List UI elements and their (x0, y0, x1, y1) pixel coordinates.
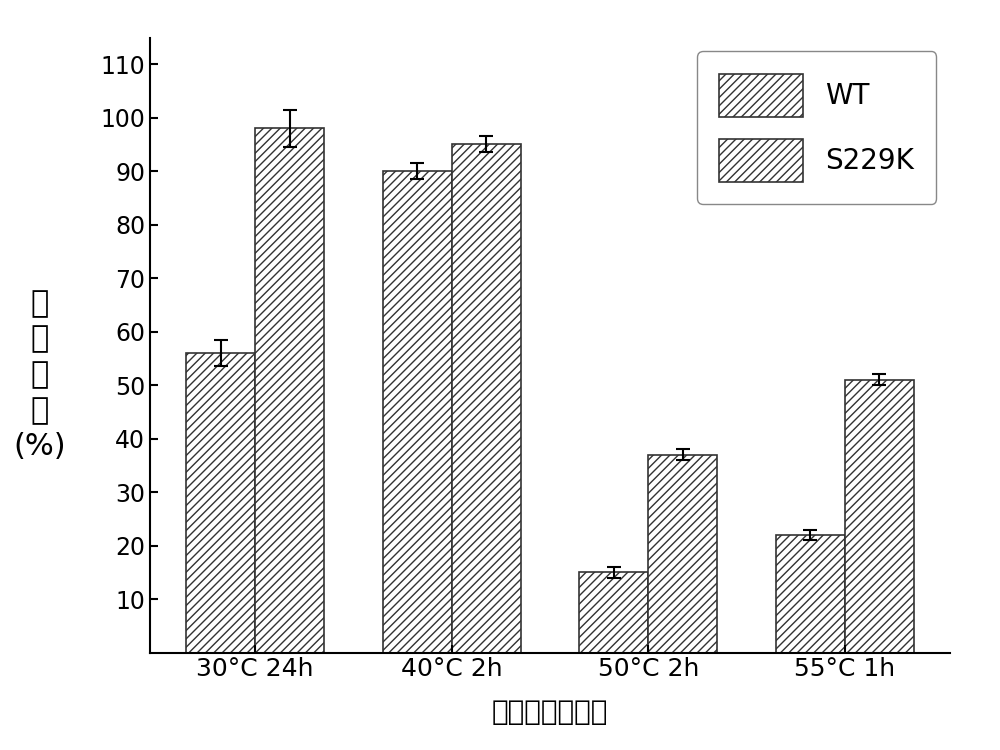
Text: 残
留
酶
活
(%): 残 留 酶 活 (%) (14, 289, 66, 461)
X-axis label: 处理温度及时间: 处理温度及时间 (492, 698, 608, 726)
Bar (255, 128, 324, 652)
Bar (383, 171, 452, 652)
Bar (648, 454, 717, 652)
Bar (452, 145, 521, 652)
Legend: WT, S229K: WT, S229K (697, 52, 936, 204)
Bar (186, 353, 255, 652)
Bar (845, 380, 914, 652)
Bar (776, 535, 845, 652)
Bar (579, 572, 648, 652)
